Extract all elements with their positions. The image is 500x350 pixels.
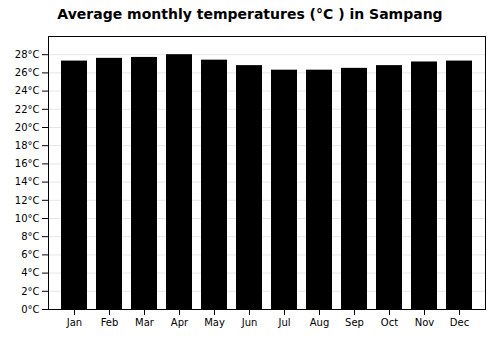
svg-text:20°C: 20°C	[15, 122, 40, 133]
svg-text:24°C: 24°C	[15, 85, 40, 96]
svg-text:Jul: Jul	[277, 317, 290, 328]
svg-text:18°C: 18°C	[15, 140, 40, 151]
svg-text:28°C: 28°C	[15, 49, 40, 60]
svg-text:Oct: Oct	[381, 317, 398, 328]
svg-text:12°C: 12°C	[15, 195, 40, 206]
svg-text:Feb: Feb	[101, 317, 119, 328]
svg-text:22°C: 22°C	[15, 104, 40, 115]
html-text:Average monthly temperatures (: Average monthly temperatures (°C ) in Sa…	[57, 6, 443, 22]
svg-text:Nov: Nov	[415, 317, 435, 328]
svg-text:10°C: 10°C	[15, 213, 40, 224]
svg-text:Apr: Apr	[171, 317, 189, 328]
svg-text:May: May	[204, 317, 225, 328]
svg-text:2°C: 2°C	[21, 286, 39, 297]
svg-text:Jan: Jan	[66, 317, 82, 328]
svg-text:Mar: Mar	[135, 317, 155, 328]
svg-text:Aug: Aug	[310, 317, 330, 328]
svg-text:Jun: Jun	[241, 317, 258, 328]
svg-text:Dec: Dec	[450, 317, 469, 328]
svg-text:14°C: 14°C	[15, 176, 40, 187]
svg-text:26°C: 26°C	[15, 67, 40, 78]
svg-text:16°C: 16°C	[15, 158, 40, 169]
svg-text:Sep: Sep	[345, 317, 364, 328]
svg-text:4°C: 4°C	[21, 267, 39, 278]
svg-text:0°C: 0°C	[21, 304, 39, 315]
svg-text:6°C: 6°C	[21, 249, 39, 260]
svg-text:8°C: 8°C	[21, 231, 39, 242]
